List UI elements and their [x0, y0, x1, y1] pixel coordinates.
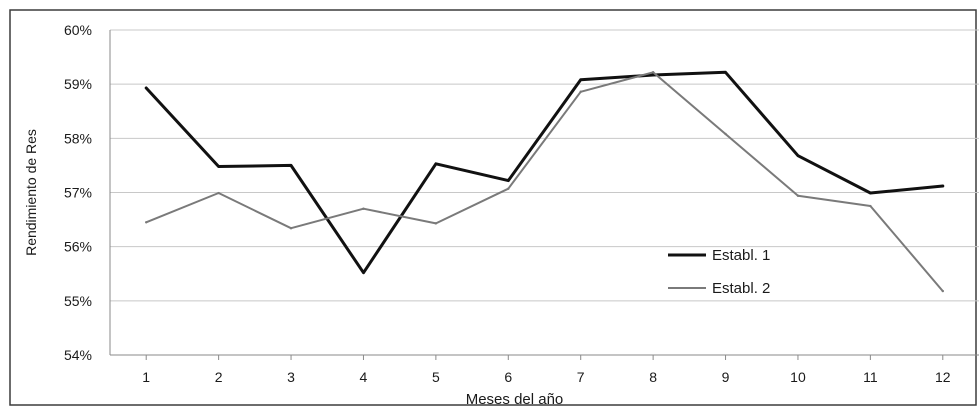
x-tick-label: 2	[215, 369, 223, 385]
x-axis-title: Meses del año	[466, 391, 564, 408]
x-tick-label: 8	[649, 369, 657, 385]
y-axis-title: Rendimiento de Res	[23, 129, 39, 256]
y-tick-label: 57%	[64, 185, 92, 201]
data-point	[579, 90, 582, 93]
x-tick-label: 5	[432, 369, 440, 385]
data-point	[941, 184, 944, 188]
y-tick-label: 55%	[64, 293, 92, 309]
data-point	[651, 73, 655, 77]
data-point	[145, 221, 148, 224]
data-point	[507, 179, 510, 182]
data-point	[796, 194, 800, 197]
x-tick-label: 4	[360, 369, 368, 385]
data-point	[507, 187, 510, 190]
data-point	[651, 71, 655, 74]
data-point	[217, 191, 220, 195]
data-point	[145, 86, 148, 90]
x-tick-label: 11	[863, 369, 878, 385]
x-tick-label: 9	[722, 369, 730, 385]
data-point	[579, 78, 582, 82]
legend-label: Establ. 1	[712, 247, 770, 264]
data-point	[217, 165, 220, 168]
data-point	[434, 222, 438, 225]
data-point	[941, 289, 944, 293]
x-tick-label: 1	[142, 369, 150, 385]
data-point	[724, 71, 727, 74]
data-point	[434, 162, 438, 165]
data-point	[289, 164, 293, 167]
data-point	[289, 227, 293, 230]
legend-label: Establ. 2	[712, 280, 770, 297]
y-tick-label: 58%	[64, 130, 92, 146]
y-tick-label: 56%	[64, 239, 92, 255]
y-tick-label: 60%	[64, 22, 92, 38]
chart-frame	[9, 9, 977, 406]
x-tick-label: 7	[577, 369, 585, 385]
y-tick-label: 54%	[64, 347, 92, 363]
x-tick-label: 10	[790, 369, 806, 385]
data-point	[796, 154, 800, 157]
series-line-establ-2	[145, 71, 944, 293]
x-tick-label: 3	[287, 369, 295, 385]
data-point	[869, 204, 872, 208]
data-point	[362, 207, 365, 210]
x-tick-label: 12	[935, 369, 951, 385]
series-line-establ-1	[144, 70, 945, 275]
data-point	[362, 271, 365, 274]
data-point	[869, 191, 872, 195]
x-tick-label: 6	[504, 369, 512, 385]
y-tick-label: 59%	[64, 76, 92, 92]
data-point	[724, 132, 727, 136]
